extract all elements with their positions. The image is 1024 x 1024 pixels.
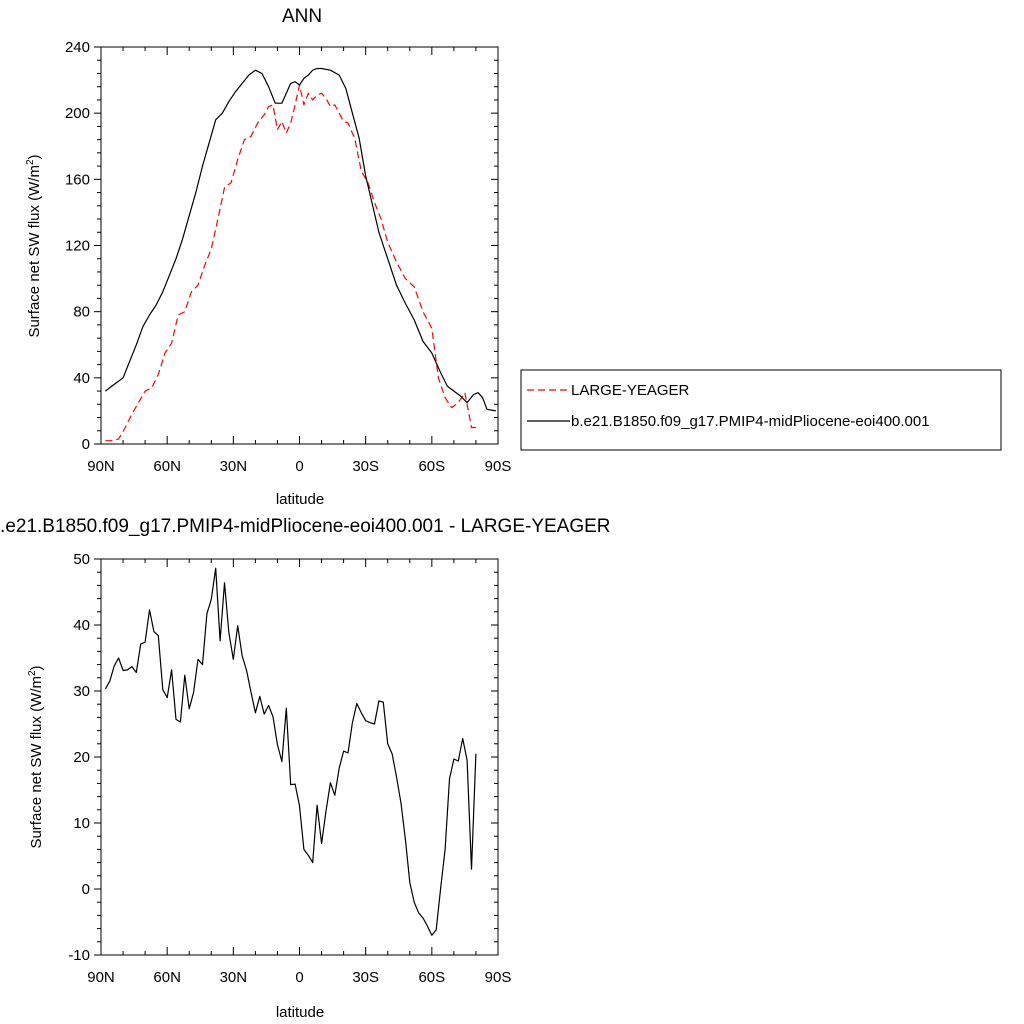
series-line-0 — [105, 84, 476, 442]
top-plot-frame — [100, 46, 499, 445]
bottom-chart-title: b.e21.B1850.f09_g17.PMIP4-midPliocene-eo… — [0, 516, 611, 537]
top-y-axis-label: Surface net SW flux (W/m2) — [25, 154, 43, 337]
y-tick-label: 80 — [73, 304, 90, 321]
top-chart: ANN 90N 60N 30N 0 30S 60S 90S 0 40 80 120 160 200 24… — [25, 6, 1002, 508]
x-tick-label: 60N — [153, 969, 181, 986]
y-tick-label: 0 — [82, 436, 90, 453]
x-tick-label: 60S — [418, 458, 445, 475]
y-tick-label: 200 — [65, 105, 90, 122]
bottom-chart: b.e21.B1850.f09_g17.PMIP4-midPliocene-eo… — [0, 516, 611, 1021]
series-line-1 — [105, 67, 496, 412]
x-tick-label: 30N — [220, 969, 248, 986]
x-tick-label: 60N — [153, 458, 181, 475]
x-tick-label: 0 — [295, 969, 303, 986]
y-tick-label: 160 — [65, 171, 90, 188]
bottom-y-axis-label-main: Surface net SW flux (W/m — [28, 676, 45, 849]
x-tick-label: 90S — [485, 969, 512, 986]
y-tick-label: 240 — [65, 39, 90, 56]
bottom-x-tick-labels: 90N 60N 30N 0 30S 60S 90S — [87, 969, 511, 986]
legend-box — [520, 369, 1002, 451]
top-x-axis-label: latitude — [276, 491, 324, 508]
top-chart-title: ANN — [282, 6, 322, 27]
legend-label-large-yeager: LARGE-YEAGER — [571, 382, 690, 399]
y-tick-label: 20 — [73, 749, 90, 766]
bottom-y-axis-label: Surface net SW flux (W/m2) — [27, 665, 45, 848]
legend: LARGE-YEAGER b.e21.B1850.f09_g17.PMIP4-m… — [520, 369, 1002, 451]
bottom-plot-frame — [100, 558, 499, 956]
x-tick-label: 30S — [352, 969, 379, 986]
top-y-axis-label-main: Surface net SW flux (W/m — [26, 165, 43, 338]
x-tick-label: 0 — [295, 458, 303, 475]
y-tick-label: 30 — [73, 683, 90, 700]
top-y-axis-label-sup: 2 — [25, 159, 36, 165]
top-x-tick-labels: 90N 60N 30N 0 30S 60S 90S — [87, 458, 511, 475]
y-tick-label: -10 — [68, 947, 90, 964]
x-tick-label: 60S — [418, 969, 445, 986]
bottom-x-axis-label: latitude — [276, 1004, 324, 1021]
bottom-y-axis-label-sup: 2 — [27, 670, 38, 676]
y-tick-label: 10 — [73, 815, 90, 832]
y-tick-label: 40 — [73, 617, 90, 634]
x-tick-label: 90S — [485, 458, 512, 475]
top-series-lines — [105, 67, 496, 442]
y-tick-label: 50 — [73, 551, 90, 568]
top-y-axis-label-end: ) — [26, 154, 43, 159]
y-tick-label: 40 — [73, 370, 90, 387]
x-tick-label: 30N — [220, 458, 248, 475]
top-y-tick-labels: 0 40 80 120 160 200 240 — [65, 39, 90, 453]
y-tick-label: 0 — [82, 881, 90, 898]
x-tick-label: 90N — [87, 969, 115, 986]
bottom-y-tick-labels: -10 0 10 20 30 40 50 — [68, 551, 90, 964]
y-tick-label: 120 — [65, 238, 90, 255]
bottom-axis-ticks — [94, 558, 499, 956]
x-tick-label: 30S — [352, 458, 379, 475]
top-axis-ticks — [94, 46, 499, 445]
legend-label-pliocene: b.e21.B1850.f09_g17.PMIP4-midPliocene-eo… — [571, 413, 930, 430]
x-tick-label: 90N — [87, 458, 115, 475]
bottom-series-lines — [104, 567, 477, 936]
bottom-y-axis-label-end: ) — [28, 665, 45, 670]
series-line-0 — [104, 567, 477, 936]
